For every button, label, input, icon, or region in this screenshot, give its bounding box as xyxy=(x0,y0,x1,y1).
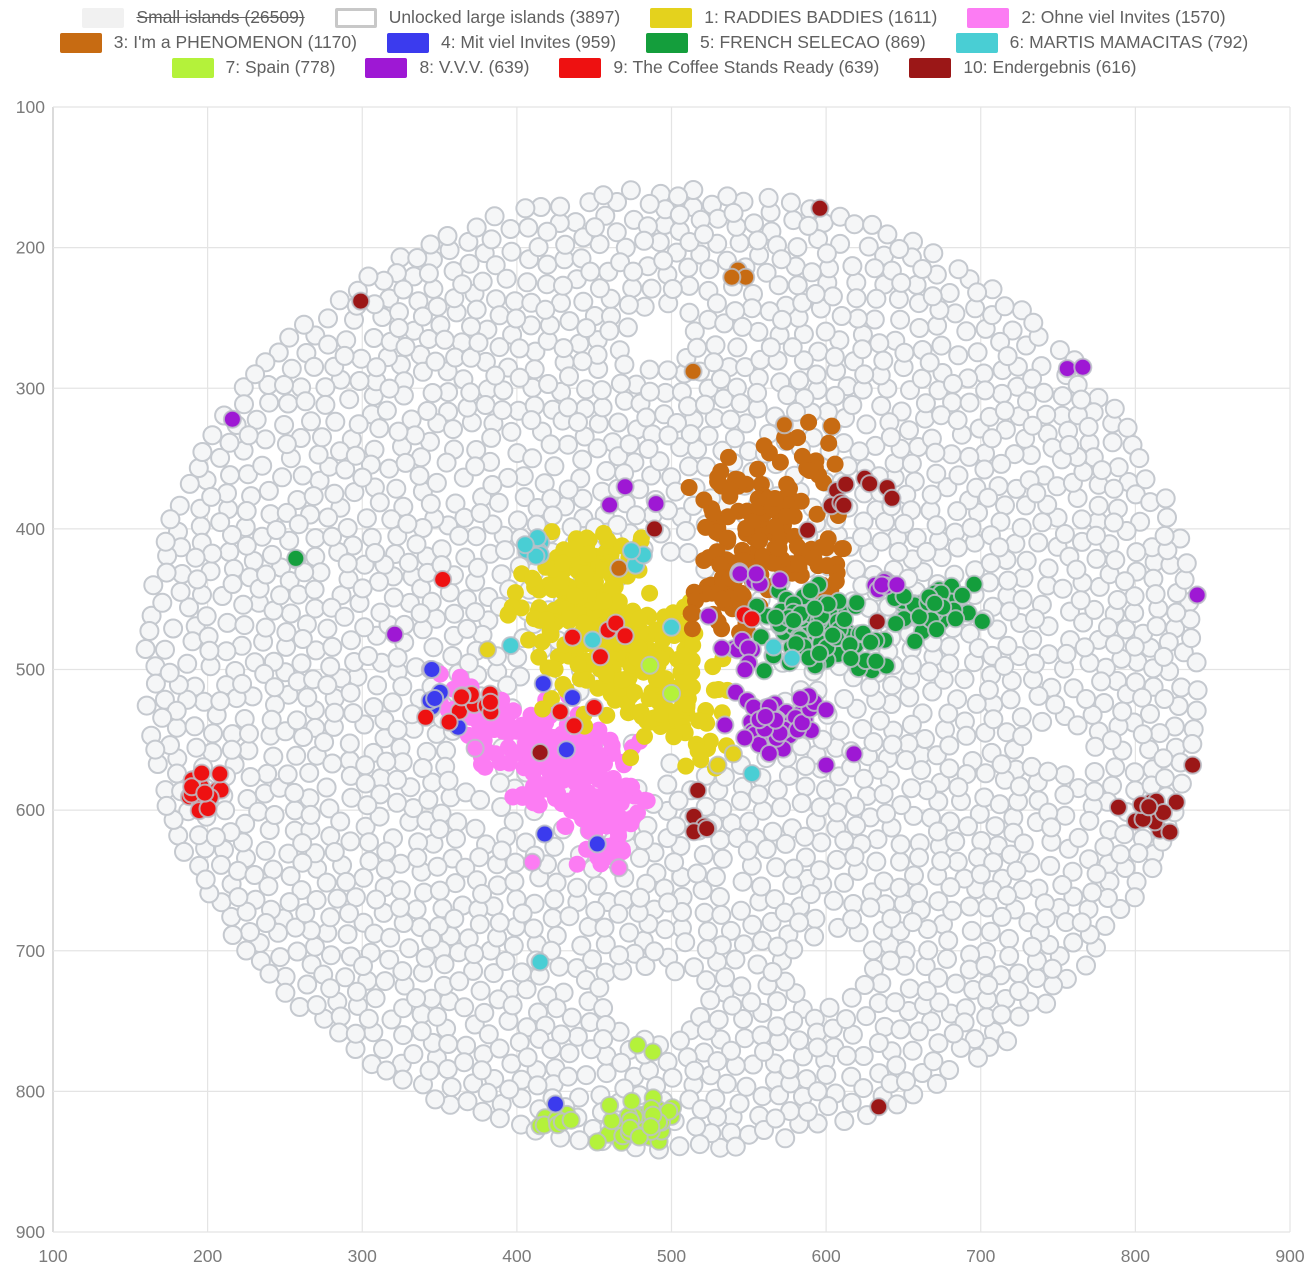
legend-label-endergebnis: 10: Endergebnis (616) xyxy=(963,57,1137,77)
legend-swatch-raddies-baddies xyxy=(650,7,693,28)
x-tick-label: 200 xyxy=(193,1246,222,1266)
legend-label-raddies-baddies: 1: RADDIES BADDIES (1611) xyxy=(704,7,938,27)
legend-item-im-a-phenomenon[interactable]: 3: I'm a PHENOMENON (1170) xyxy=(59,32,357,53)
legend-item-vvv[interactable]: 8: V.V.V. (639) xyxy=(365,57,529,78)
x-tick-label: 300 xyxy=(348,1246,377,1266)
series-endergebnis xyxy=(351,198,1203,1117)
legend-item-martis-mamacitas[interactable]: 6: MARTIS MAMACITAS (792) xyxy=(955,32,1249,53)
x-tick-label: 400 xyxy=(502,1246,531,1266)
y-tick-label: 700 xyxy=(16,941,45,961)
legend-item-unlocked-large-islands[interactable]: Unlocked large islands (3897) xyxy=(334,7,621,28)
legend-label-vvv: 8: V.V.V. (639) xyxy=(419,57,530,77)
series-spain xyxy=(530,655,683,1152)
legend-swatch-endergebnis xyxy=(909,57,952,78)
legend-swatch-small-islands xyxy=(82,7,125,28)
series-mit-viel-invites xyxy=(420,660,607,1114)
legend-swatch-mit-viel-invites xyxy=(386,32,429,53)
legend-label-mit-viel-invites: 4: Mit viel Invites (959) xyxy=(440,32,617,52)
y-tick-label: 500 xyxy=(16,660,45,680)
chart-legend: Small islands (26509) Unlocked large isla… xyxy=(0,0,1308,78)
y-tick-label: 100 xyxy=(16,97,45,117)
legend-label-coffee-stands-ready: 9: The Coffee Stands Ready (639) xyxy=(613,57,880,77)
y-tick-label: 800 xyxy=(16,1081,45,1101)
legend-item-small-islands[interactable]: Small islands (26509) xyxy=(82,7,305,28)
legend-label-ohne-viel-invites: 2: Ohne viel Invites (1570) xyxy=(1021,7,1226,27)
legend-swatch-vvv xyxy=(365,57,408,78)
legend-swatch-martis-mamacitas xyxy=(955,32,998,53)
series-martis-mamacitas xyxy=(501,528,802,972)
series-unlocked-large-islands xyxy=(135,180,1208,1160)
legend-label-martis-mamacitas: 6: MARTIS MAMACITAS (792) xyxy=(1009,32,1249,52)
legend-row-3: 7: Spain (778) 8: V.V.V. (639) 9: The Coff… xyxy=(171,57,1137,78)
legend-item-ohne-viel-invites[interactable]: 2: Ohne viel Invites (1570) xyxy=(967,7,1226,28)
legend-label-unlocked-large-islands: Unlocked large islands (3897) xyxy=(388,7,621,27)
legend-swatch-spain xyxy=(171,57,214,78)
x-tick-label: 800 xyxy=(1121,1246,1150,1266)
x-tick-label: 100 xyxy=(38,1246,67,1266)
legend-label-french-selecao: 5: FRENCH SELECAO (869) xyxy=(700,32,926,52)
legend-label-im-a-phenomenon: 3: I'm a PHENOMENON (1170) xyxy=(113,32,357,52)
x-tick-label: 500 xyxy=(657,1246,686,1266)
y-tick-label: 200 xyxy=(16,238,45,258)
legend-label-spain: 7: Spain (778) xyxy=(225,57,336,77)
legend-swatch-unlocked-large-islands xyxy=(334,7,377,28)
legend-item-french-selecao[interactable]: 5: FRENCH SELECAO (869) xyxy=(646,32,926,53)
y-tick-label: 900 xyxy=(16,1222,45,1242)
axis-tick-labels: 100 200 300 400 500 600 700 800 900 100 200 300 400 5… xyxy=(16,97,1305,1266)
y-tick-label: 400 xyxy=(16,519,45,539)
legend-swatch-ohne-viel-invites xyxy=(967,7,1010,28)
y-tick-label: 300 xyxy=(16,378,45,398)
legend-row-2: 3: I'm a PHENOMENON (1170) 4: Mit viel In… xyxy=(59,32,1249,53)
x-tick-label: 600 xyxy=(812,1246,841,1266)
legend-swatch-coffee-stands-ready xyxy=(559,57,602,78)
series-vvv xyxy=(222,357,1207,775)
legend-row-1: Small islands (26509) Unlocked large isla… xyxy=(82,7,1226,28)
legend-item-spain[interactable]: 7: Spain (778) xyxy=(171,57,336,78)
x-tick-label: 700 xyxy=(966,1246,995,1266)
series-coffee-stands-ready xyxy=(179,570,762,821)
legend-item-mit-viel-invites[interactable]: 4: Mit viel Invites (959) xyxy=(386,32,617,53)
y-tick-label: 600 xyxy=(16,800,45,820)
x-tick-label: 900 xyxy=(1275,1246,1304,1266)
legend-item-endergebnis[interactable]: 10: Endergebnis (616) xyxy=(909,57,1137,78)
legend-item-coffee-stands-ready[interactable]: 9: The Coffee Stands Ready (639) xyxy=(559,57,879,78)
legend-label-small-islands: Small islands (26509) xyxy=(136,7,305,27)
legend-item-raddies-baddies[interactable]: 1: RADDIES BADDIES (1611) xyxy=(650,7,937,28)
legend-swatch-french-selecao xyxy=(646,32,689,53)
legend-swatch-im-a-phenomenon xyxy=(59,32,102,53)
